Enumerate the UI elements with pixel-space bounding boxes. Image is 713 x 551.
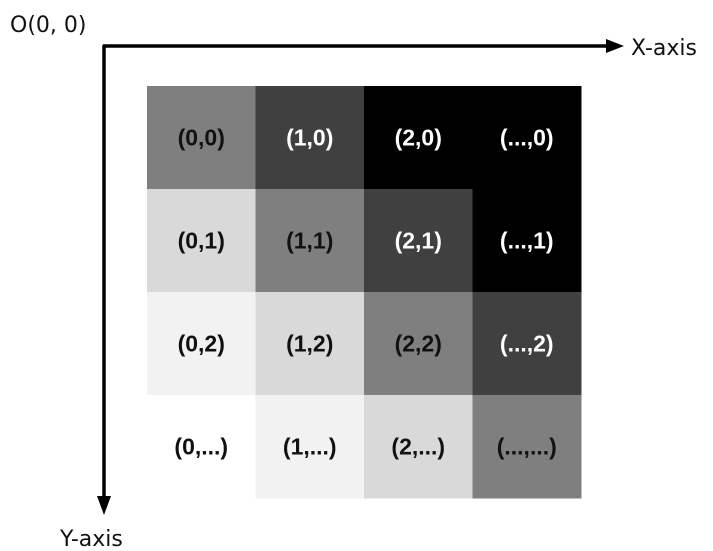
pixel-coordinate-label: (2,1) [395, 228, 442, 254]
pixel-coordinate-label: (1,2) [286, 331, 333, 357]
pixel-coordinate-label: (0,1) [178, 228, 225, 254]
pixel-coordinate-label: (2,0) [395, 125, 442, 151]
pixel-coordinate-label: (...,1) [500, 228, 554, 254]
pixel-cell [255, 292, 365, 396]
pixel-cell [255, 189, 365, 293]
y-axis-arrowhead-icon [97, 496, 111, 515]
pixel-cell [364, 292, 473, 396]
pixel-coordinate-label: (...,2) [500, 331, 554, 357]
pixel-coordinate-label: (1,...) [283, 434, 337, 460]
pixel-coordinate-label: (0,...) [174, 434, 228, 460]
x-axis-label: X-axis [631, 36, 697, 61]
pixel-coordinate-label: (2,2) [395, 331, 442, 357]
pixel-coordinate-label: (...,...) [497, 434, 557, 460]
pixel-coordinate-label: (...,0) [500, 125, 554, 151]
pixel-cell [472, 86, 582, 190]
pixel-cell [472, 292, 582, 396]
pixel-cell [364, 86, 473, 190]
x-axis-arrowhead-icon [606, 39, 624, 53]
pixel-cell [472, 395, 582, 499]
pixel-cell [364, 395, 473, 499]
pixel-coordinate-label: (0,2) [178, 331, 225, 357]
pixel-coordinate-label: (2,...) [391, 434, 445, 460]
pixel-grid: (0,0) (1,0) (2,0) (...,0) (0,1) (1,1) (2,1) (..… [147, 86, 582, 499]
pixel-coordinate-label: (0,0) [178, 125, 225, 151]
pixel-cell [255, 86, 365, 190]
origin-label: O(0, 0) [10, 13, 86, 38]
pixel-cell [147, 395, 256, 499]
pixel-cell [472, 189, 582, 293]
pixel-cell [255, 395, 365, 499]
pixel-cell [147, 189, 256, 293]
pixel-cell [147, 86, 256, 190]
pixel-coordinate-label: (1,1) [286, 228, 333, 254]
pixel-cell [364, 189, 473, 293]
pixel-cell [147, 292, 256, 396]
y-axis-label: Y-axis [59, 527, 123, 551]
pixel-coordinate-label: (1,0) [286, 125, 333, 151]
